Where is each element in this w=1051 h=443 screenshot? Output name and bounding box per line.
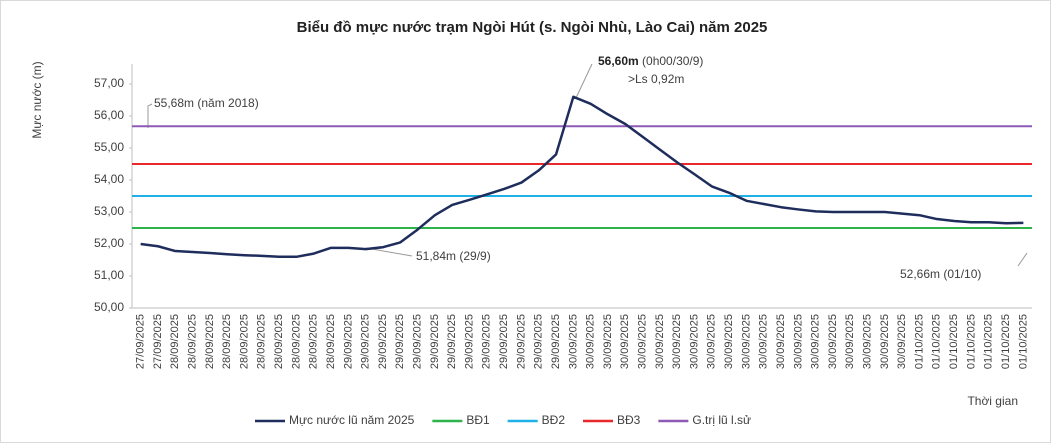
x-tick-label: 30/09/2025 xyxy=(896,314,908,369)
x-tick-label: 30/09/2025 xyxy=(758,314,770,369)
x-tick-label: 29/09/2025 xyxy=(498,314,510,369)
x-tick-label: 30/09/2025 xyxy=(706,314,718,369)
x-tick-label: 29/09/2025 xyxy=(463,314,475,369)
x-tick-label: 28/09/2025 xyxy=(221,314,233,369)
legend-label: G.trị lũ l.sử xyxy=(692,413,751,427)
y-tick-label: 57,00 xyxy=(94,76,124,90)
x-tick-label: 30/09/2025 xyxy=(619,314,631,369)
x-tick-label: 29/09/2025 xyxy=(360,314,372,369)
x-tick-label: 29/09/2025 xyxy=(446,314,458,369)
data-line xyxy=(140,95,1024,259)
x-tick-label: 29/09/2025 xyxy=(481,314,493,369)
y-axis-label: Mực nước (m) xyxy=(30,61,44,138)
annotation: >Ls 0,92m xyxy=(628,72,684,86)
x-tick-label: 30/09/2025 xyxy=(723,314,735,369)
annotation: 55,68m (năm 2018) xyxy=(154,96,259,110)
y-tick-label: 55,00 xyxy=(94,140,124,154)
x-tick-label: 30/09/2025 xyxy=(688,314,700,369)
annotation: 52,66m (01/10) xyxy=(900,267,981,281)
leader-line xyxy=(1017,252,1028,267)
x-tick-label: 29/09/2025 xyxy=(533,314,545,369)
x-tick-label: 01/10/2025 xyxy=(965,314,977,369)
x-tick-label: 01/10/2025 xyxy=(1017,314,1029,369)
x-tick-label: 28/09/2025 xyxy=(169,314,181,369)
x-tick-label: 01/10/2025 xyxy=(931,314,943,369)
x-tick-label: 30/09/2025 xyxy=(775,314,787,369)
x-tick-label: 30/09/2025 xyxy=(879,314,891,369)
leader-line xyxy=(147,103,153,128)
x-tick-label: 30/09/2025 xyxy=(740,314,752,369)
x-tick-label: 28/09/2025 xyxy=(325,314,337,369)
x-tick-label: 30/09/2025 xyxy=(567,314,579,369)
annotation: 51,84m (29/9) xyxy=(416,249,491,263)
x-tick-label: 30/09/2025 xyxy=(827,314,839,369)
legend: Mực nước lũ năm 2025 BĐ1 BĐ2 BĐ3 G.trị lũ l.… xyxy=(255,413,751,427)
legend-label: Mực nước lũ năm 2025 xyxy=(289,413,415,427)
x-tick-label: 28/09/2025 xyxy=(273,314,285,369)
x-tick-label: 27/09/2025 xyxy=(152,314,164,369)
annotation-value: 56,60m xyxy=(598,54,639,68)
x-tick-label: 01/10/2025 xyxy=(1000,314,1012,369)
x-tick-label: 29/09/2025 xyxy=(342,314,354,369)
annotation: 56,60m (0h00/30/9) xyxy=(598,54,703,68)
y-tick-label: 51,00 xyxy=(94,268,124,282)
x-tick-label: 30/09/2025 xyxy=(602,314,614,369)
x-tick-label: 28/09/2025 xyxy=(290,314,302,369)
legend-label: BĐ3 xyxy=(617,413,641,427)
x-tick-label: 30/09/2025 xyxy=(671,314,683,369)
leader-line xyxy=(575,63,593,99)
x-tick-label: 30/09/2025 xyxy=(792,314,804,369)
x-tick-label: 30/09/2025 xyxy=(585,314,597,369)
legend-label: BĐ2 xyxy=(542,413,566,427)
x-tick-label: 01/10/2025 xyxy=(913,314,925,369)
x-tick-label: 30/09/2025 xyxy=(861,314,873,369)
x-tick-label: 29/09/2025 xyxy=(394,314,406,369)
y-tick-label: 52,00 xyxy=(94,236,124,250)
x-tick-label: 28/09/2025 xyxy=(308,314,320,369)
x-tick-label: 29/09/2025 xyxy=(550,314,562,369)
x-tick-label: 29/09/2025 xyxy=(377,314,389,369)
x-tick-label: 29/09/2025 xyxy=(515,314,527,369)
y-tick-label: 54,00 xyxy=(94,172,124,186)
x-tick-label: 28/09/2025 xyxy=(186,314,198,369)
x-tick-label: 30/09/2025 xyxy=(654,314,666,369)
x-tick-label: 27/09/2025 xyxy=(135,314,147,369)
x-tick-label: 28/09/2025 xyxy=(256,314,268,369)
x-tick-label: 01/10/2025 xyxy=(948,314,960,369)
chart-title: Biểu đồ mực nước trạm Ngòi Hút (s. Ngòi … xyxy=(297,19,768,36)
x-tick-label: 29/09/2025 xyxy=(429,314,441,369)
x-tick-label: 30/09/2025 xyxy=(810,314,822,369)
x-tick-label: 29/09/2025 xyxy=(411,314,423,369)
x-tick-label: 28/09/2025 xyxy=(204,314,216,369)
y-tick-label: 50,00 xyxy=(94,300,124,314)
y-tick-label: 53,00 xyxy=(94,204,124,218)
x-tick-label: 01/10/2025 xyxy=(983,314,995,369)
y-tick-label: 56,00 xyxy=(94,108,124,122)
x-tick-label: 28/09/2025 xyxy=(238,314,250,369)
annotation-time: (0h00/30/9) xyxy=(639,54,704,68)
legend-label: BĐ1 xyxy=(466,413,490,427)
x-tick-label: 30/09/2025 xyxy=(844,314,856,369)
x-tick-label: 30/09/2025 xyxy=(636,314,648,369)
x-axis-label: Thời gian xyxy=(967,394,1018,408)
